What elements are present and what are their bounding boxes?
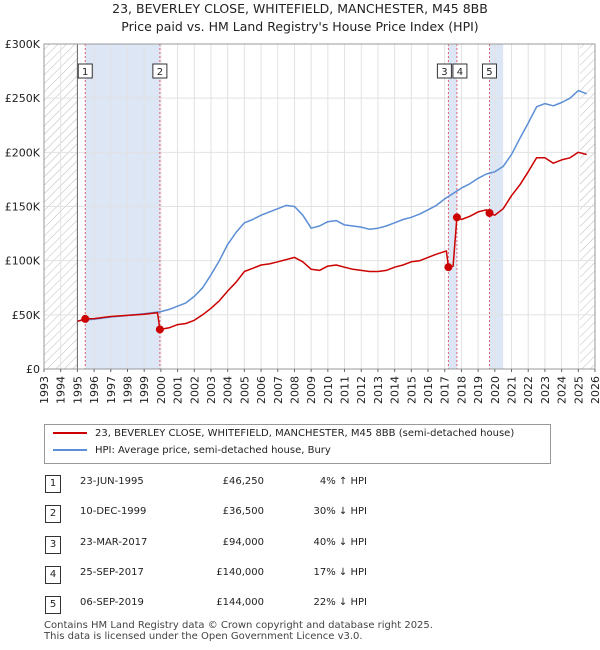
transaction-price: £46,250 xyxy=(222,476,264,487)
table-row: 2 10-DEC-1999 £36,500 30% ↓ HPI xyxy=(0,503,600,525)
transaction-price: £94,000 xyxy=(222,537,264,548)
transaction-label: 4 xyxy=(457,67,463,78)
x-tick-label: 1998 xyxy=(121,376,134,404)
x-tick-label: 2011 xyxy=(339,376,352,404)
x-tick-label: 2025 xyxy=(572,376,585,404)
x-tick-label: 2015 xyxy=(405,376,418,404)
x-tick-label: 2024 xyxy=(556,376,569,404)
legend-hpi-swatch xyxy=(53,449,87,451)
x-tick-label: 2023 xyxy=(539,376,552,404)
transaction-date: 23-JUN-1995 xyxy=(80,476,144,487)
transaction-date: 23-MAR-2017 xyxy=(80,537,148,548)
x-tick-label: 2014 xyxy=(389,376,402,404)
x-tick-label: 2003 xyxy=(205,376,218,404)
transaction-price: £36,500 xyxy=(222,506,264,517)
x-tick-label: 2012 xyxy=(355,376,368,404)
y-tick-label: £200K xyxy=(5,146,41,159)
y-tick-label: £0 xyxy=(26,363,40,376)
transaction-point xyxy=(444,263,453,272)
transaction-hpi-diff: 30% ↓ HPI xyxy=(313,506,367,517)
x-tick-label: 2000 xyxy=(155,376,168,404)
x-tick-label: 2010 xyxy=(322,376,335,404)
transaction-number: 5 xyxy=(45,596,61,614)
legend-item-hpi: HPI: Average price, semi-detached house,… xyxy=(53,445,331,461)
transaction-date: 10-DEC-1999 xyxy=(80,506,147,517)
table-row: 4 25-SEP-2017 £140,000 17% ↓ HPI xyxy=(0,564,600,586)
x-tick-label: 2019 xyxy=(472,376,485,404)
transaction-hpi-diff: 40% ↓ HPI xyxy=(313,537,367,548)
transaction-label: 5 xyxy=(486,67,492,78)
transaction-label-box xyxy=(452,63,468,79)
transaction-point xyxy=(81,314,90,323)
table-row: 3 23-MAR-2017 £94,000 40% ↓ HPI xyxy=(0,534,600,556)
x-tick-label: 1995 xyxy=(71,376,84,404)
property-series-line xyxy=(77,151,587,331)
x-tick-label: 1993 xyxy=(38,376,51,404)
transaction-label: 3 xyxy=(441,67,447,78)
hpi-series-line xyxy=(77,89,587,323)
transaction-number: 1 xyxy=(45,475,61,493)
x-tick-label: 2020 xyxy=(489,376,502,404)
chart-title: 23, BEVERLEY CLOSE, WHITEFIELD, MANCHEST… xyxy=(112,1,488,16)
price-chart: 1 2 3 4 5 £0 £50K £100K £150K £200K £250K £300K 1993… xyxy=(5,38,600,404)
transaction-date: 06-SEP-2019 xyxy=(80,597,144,608)
x-tick-label: 2004 xyxy=(222,376,235,404)
transaction-number: 2 xyxy=(45,505,61,523)
chart-legend: 23, BEVERLEY CLOSE, WHITEFIELD, MANCHEST… xyxy=(44,424,551,464)
x-tick-label: 2013 xyxy=(372,376,385,404)
y-tick-label: £300K xyxy=(5,38,41,51)
legend-hpi-label: HPI: Average price, semi-detached house,… xyxy=(95,445,331,456)
transaction-date: 25-SEP-2017 xyxy=(80,567,144,578)
transaction-hpi-diff: 22% ↓ HPI xyxy=(313,597,367,608)
x-tick-label: 2001 xyxy=(172,376,185,404)
footer-copyright: Contains HM Land Registry data © Crown c… xyxy=(44,620,433,631)
transaction-label: 2 xyxy=(157,67,163,78)
x-tick-label: 2008 xyxy=(288,376,301,404)
x-tick-label: 2018 xyxy=(455,376,468,404)
x-tick-label: 2026 xyxy=(589,376,600,404)
transaction-point xyxy=(155,325,164,334)
footer-license: This data is licensed under the Open Gov… xyxy=(44,631,363,642)
x-tick-label: 2006 xyxy=(255,376,268,404)
transaction-price: £140,000 xyxy=(216,567,264,578)
legend-property-label: 23, BEVERLEY CLOSE, WHITEFIELD, MANCHEST… xyxy=(95,428,515,439)
x-tick-label: 2016 xyxy=(422,376,435,404)
transaction-label-box xyxy=(481,63,497,79)
transaction-number: 4 xyxy=(45,566,61,584)
plot-border xyxy=(43,43,596,370)
x-tick-label: 2005 xyxy=(238,376,251,404)
y-tick-label: £150K xyxy=(5,201,41,214)
y-tick-label: £50K xyxy=(12,309,41,322)
transaction-point xyxy=(485,209,494,217)
x-tick-label: 2021 xyxy=(506,376,519,404)
transaction-number: 3 xyxy=(45,536,61,554)
x-tick-label: 1997 xyxy=(105,376,118,404)
x-tick-label: 1994 xyxy=(55,376,68,404)
y-tick-label: £250K xyxy=(5,92,41,105)
transaction-label-box xyxy=(436,63,452,79)
table-row: 5 06-SEP-2019 £144,000 22% ↓ HPI xyxy=(0,594,600,616)
footer: Contains HM Land Registry data © Crown c… xyxy=(44,620,433,642)
chart-subtitle: Price paid vs. HM Land Registry's House … xyxy=(121,19,479,34)
table-row: 1 23-JUN-1995 £46,250 4% ↑ HPI xyxy=(0,473,600,495)
x-tick-label: 1999 xyxy=(138,376,151,404)
legend-item-property: 23, BEVERLEY CLOSE, WHITEFIELD, MANCHEST… xyxy=(53,428,514,444)
y-tick-label: £100K xyxy=(5,255,41,268)
transaction-point xyxy=(452,213,461,222)
x-tick-label: 2009 xyxy=(305,376,318,404)
x-tick-label: 2007 xyxy=(272,376,285,404)
transaction-label-box xyxy=(152,63,168,79)
transaction-hpi-diff: 4% ↑ HPI xyxy=(319,476,367,487)
transaction-hpi-diff: 17% ↓ HPI xyxy=(313,567,367,578)
x-tick-label: 2002 xyxy=(188,376,201,404)
x-tick-label: 1996 xyxy=(88,376,101,404)
legend-property-swatch xyxy=(53,432,87,434)
x-tick-label: 2022 xyxy=(522,376,535,404)
transaction-label-box xyxy=(77,63,93,79)
transaction-label: 1 xyxy=(82,67,88,78)
transaction-price: £144,000 xyxy=(216,597,264,608)
x-tick-label: 2017 xyxy=(439,376,452,404)
